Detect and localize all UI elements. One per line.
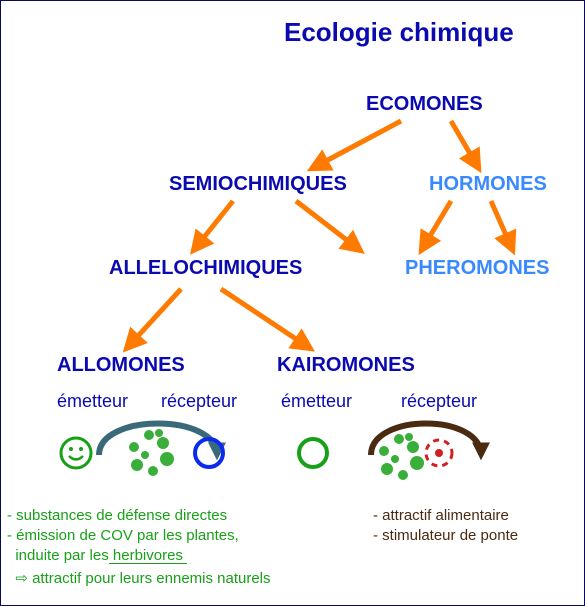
dot-cluster-right	[369, 427, 429, 487]
tree-arrows	[1, 1, 585, 381]
target-icon	[421, 435, 457, 471]
ring-blue-icon	[190, 434, 228, 472]
underline-left-2	[109, 563, 187, 564]
smiley-icon	[57, 434, 95, 472]
role-emit-2: émetteur	[281, 391, 352, 412]
ring-green-icon	[294, 434, 332, 472]
bullet-left-1: - émission de COV par les plantes,	[7, 527, 239, 544]
dot-cluster-left	[119, 423, 179, 483]
bullet-right-0: - attractif alimentaire	[373, 507, 509, 524]
bullet-left-3: ⇨ attractif pour leurs ennemis naturels	[7, 569, 271, 587]
bullet-left-2: induite par les herbivores	[7, 547, 183, 564]
bullet-right-1: - stimulateur de ponte	[373, 527, 518, 544]
bullet-left-0: - substances de défense directes	[7, 507, 227, 524]
